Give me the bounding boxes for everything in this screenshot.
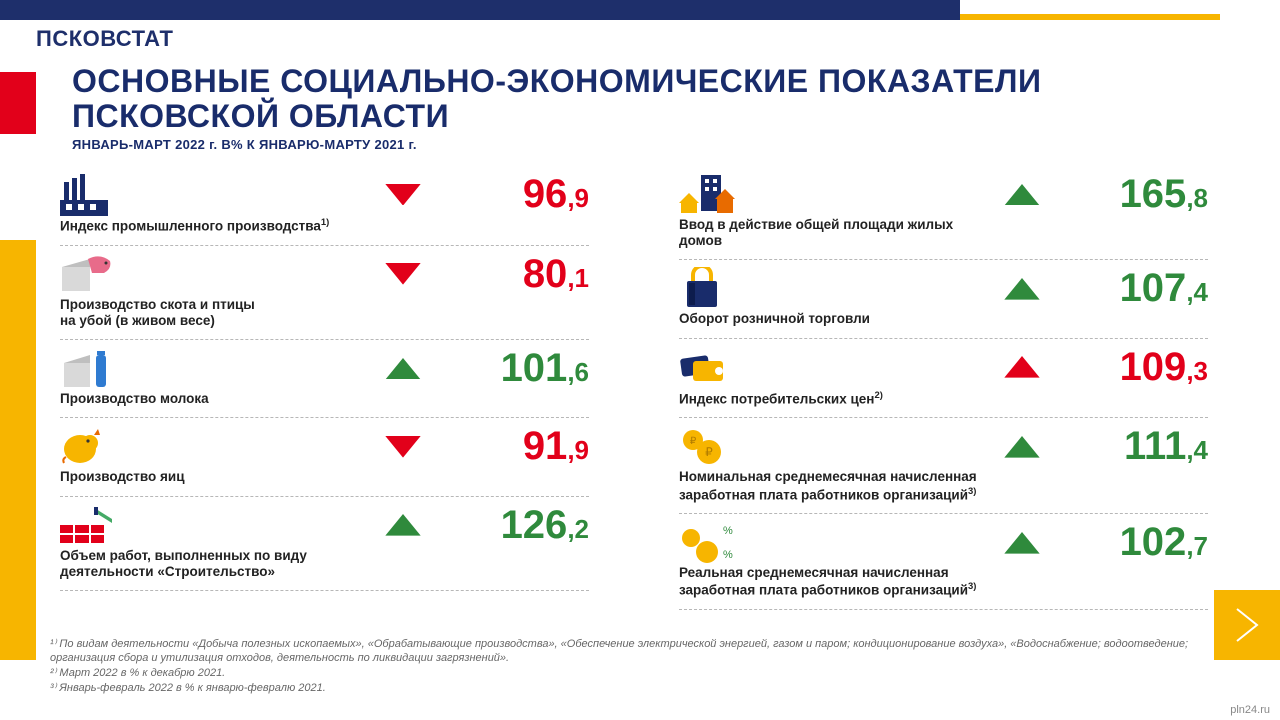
indicator-row-left-3: 91,9 Производство яиц <box>60 418 589 496</box>
indicator-row-right-0: 165,8 Ввод в действие общей площади жилы… <box>679 166 1208 260</box>
indicator-row-right-1: 107,4 Оборот розничной торговли <box>679 260 1208 338</box>
trend-up-icon <box>994 436 1050 458</box>
left-yellow-rail <box>0 240 36 660</box>
top-band-right-white <box>1220 0 1280 20</box>
indicator-row-left-0: 96,9 Индекс промышленного производства1) <box>60 166 589 246</box>
footnote-1: ¹⁾ По видам деятельности «Добыча полезны… <box>50 637 1210 667</box>
indicator-label: Производство скота и птицына убой (в жив… <box>60 297 367 333</box>
trend-down-icon <box>375 263 431 285</box>
indicator-value: 107,4 <box>1058 266 1208 311</box>
trend-down-icon <box>375 184 431 206</box>
indicator-value: 96,9 <box>439 172 589 217</box>
indicator-value: 126,2 <box>439 503 589 548</box>
indicator-column-right: 165,8 Ввод в действие общей площади жилы… <box>679 166 1208 610</box>
indicator-row-right-2: 109,3 Индекс потребительских цен2) <box>679 339 1208 419</box>
trend-down-icon <box>375 436 431 458</box>
factory-icon <box>60 174 118 216</box>
trend-up-icon <box>375 358 431 380</box>
indicator-value: 102,7 <box>1058 520 1208 565</box>
trend-up-icon <box>994 356 1050 378</box>
indicator-label: Оборот розничной торговли <box>679 311 986 331</box>
indicator-row-left-2: 101,6 Производство молока <box>60 340 589 418</box>
cpi-icon <box>679 347 737 387</box>
footnotes: ¹⁾ По видам деятельности «Добыча полезны… <box>50 637 1210 696</box>
indicator-label: Реальная среднемесячная начисленнаязараб… <box>679 565 986 603</box>
indicator-label: Номинальная среднемесячная начисленнаяза… <box>679 469 986 507</box>
indicator-label: Индекс промышленного производства1) <box>60 217 367 239</box>
page-subtitle: ЯНВАРЬ-МАРТ 2022 г. В% К ЯНВАРЮ-МАРТУ 20… <box>72 137 1220 152</box>
indicator-label: Производство молока <box>60 391 367 411</box>
next-page-button[interactable] <box>1214 590 1280 660</box>
footnote-3: ³⁾ Январь-февраль 2022 в % к январю-февр… <box>50 681 1210 696</box>
indicator-label: Производство яиц <box>60 469 367 489</box>
wage-real-icon: %% <box>679 522 737 564</box>
chevron-right-icon <box>1233 605 1261 645</box>
indicator-value: 101,6 <box>439 346 589 391</box>
indicator-row-left-1: 80,1 Производство скота и птицына убой (… <box>60 246 589 340</box>
left-red-tab <box>0 72 36 134</box>
indicator-value: 111,4 <box>1058 424 1208 469</box>
svg-text:%: % <box>723 525 733 537</box>
svg-text:%: % <box>723 549 733 561</box>
indicator-label: Индекс потребительских цен2) <box>679 390 986 412</box>
trend-up-icon <box>994 532 1050 554</box>
indicator-row-left-4: 126,2 Объем работ, выполненных по видуде… <box>60 497 589 591</box>
trend-up-icon <box>994 278 1050 300</box>
indicator-value: 109,3 <box>1058 345 1208 390</box>
retail-icon <box>679 267 737 311</box>
livestock-icon <box>60 253 118 295</box>
svg-text:₽: ₽ <box>690 436 697 447</box>
housing-icon <box>679 173 737 217</box>
top-band-accent <box>960 0 1220 20</box>
indicator-label: Объем работ, выполненных по видудеятельн… <box>60 548 367 584</box>
top-band <box>0 0 1280 20</box>
indicator-value: 91,9 <box>439 424 589 469</box>
trend-up-icon <box>994 184 1050 206</box>
brand-label: ПСКОВСТАТ <box>0 20 1280 52</box>
egg-icon <box>60 425 118 469</box>
page-title: ОСНОВНЫЕ СОЦИАЛЬНО-ЭКОНОМИЧЕСКИЕ ПОКАЗАТ… <box>72 64 1220 133</box>
svg-text:₽: ₽ <box>705 445 713 459</box>
milk-icon <box>60 347 118 391</box>
indicator-value: 80,1 <box>439 252 589 297</box>
indicator-column-left: 96,9 Индекс промышленного производства1)… <box>60 166 589 610</box>
trend-up-icon <box>375 514 431 536</box>
indicator-row-right-3: ₽₽ 111,4 Номинальная среднемесячная начи… <box>679 418 1208 514</box>
indicator-label: Ввод в действие общей площади жилых домо… <box>679 217 986 253</box>
sitemark: pln24.ru <box>1230 704 1270 716</box>
footnote-2: ²⁾ Март 2022 в % к декабрю 2021. <box>50 666 1210 681</box>
indicator-value: 165,8 <box>1058 172 1208 217</box>
wage-nominal-icon: ₽₽ <box>679 426 737 468</box>
indicator-grid: 96,9 Индекс промышленного производства1)… <box>0 152 1280 610</box>
indicator-row-right-4: %% 102,7 Реальная среднемесячная начисле… <box>679 514 1208 610</box>
construction-icon <box>60 505 118 545</box>
